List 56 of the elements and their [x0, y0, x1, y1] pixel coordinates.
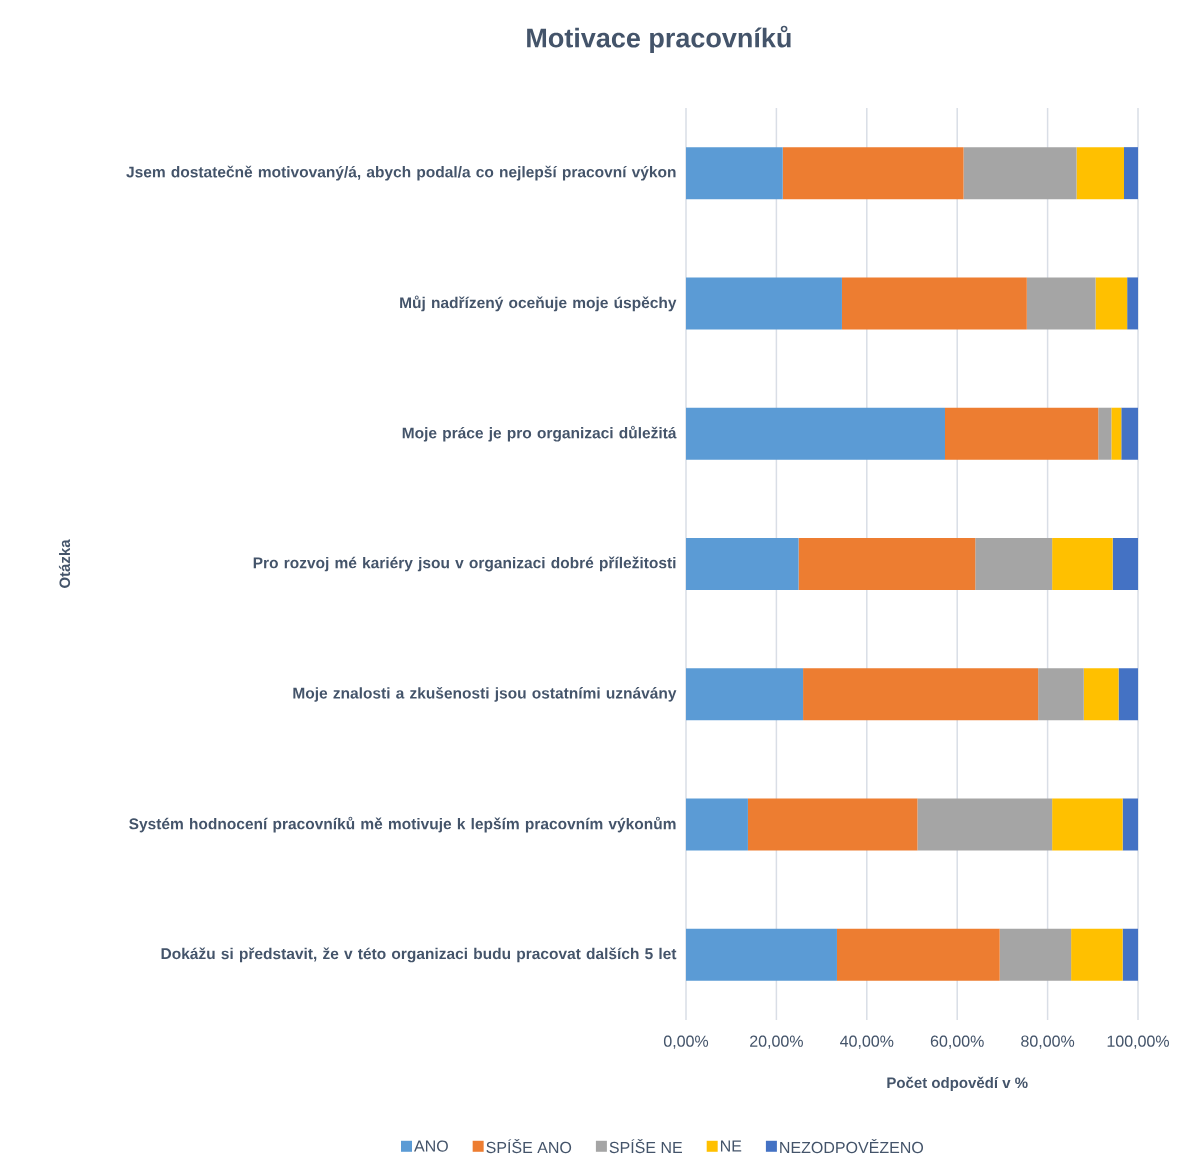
x-tick-label: 0,00% [663, 1035, 709, 1049]
bar [803, 668, 1039, 721]
bar [686, 798, 748, 851]
y-axis-title: Otázka [58, 539, 71, 588]
bar [1122, 798, 1139, 851]
legend-label: SPÍŠE NE [609, 1139, 682, 1154]
legend-label: NEZODPOVĚZENO [780, 1139, 924, 1154]
bar [841, 277, 1027, 330]
bar [999, 928, 1072, 981]
legend-label: SPÍŠE ANO [486, 1139, 572, 1154]
bar [1118, 668, 1139, 721]
chart-title: Motivace pracovníků [527, 25, 791, 53]
bar [686, 277, 842, 330]
bar [1112, 538, 1139, 590]
bar [782, 147, 964, 200]
bar [1052, 538, 1113, 590]
bar [1098, 407, 1112, 460]
bar [975, 538, 1053, 590]
y-tick-label: Moje znalosti a zkušenosti jsou ostatními uznávány [293, 686, 677, 702]
bar [1076, 147, 1124, 200]
bar [1071, 928, 1123, 981]
x-axis-title: Počet odpovědí v % [887, 1076, 1028, 1092]
bar [963, 147, 1077, 200]
bar [747, 798, 918, 851]
bar [917, 798, 1053, 851]
x-tick-label: 60,00% [930, 1035, 984, 1049]
y-tick-label: Jsem dostatečně motivovaný/á, abych podal/a co nejlepší pracovní výkon [126, 165, 676, 181]
bar [1121, 407, 1139, 460]
x-tick-label: 80,00% [1021, 1035, 1075, 1049]
bar [686, 668, 804, 721]
y-tick-label: Moje práce je pro organizaci důležitá [402, 425, 677, 442]
bar [1123, 147, 1139, 200]
y-tick-label: Systém hodnocení pracovníků mě motivuje k lepším pracovním výkonům [129, 816, 676, 833]
x-tick-label: 100,00% [1107, 1035, 1170, 1049]
bar [686, 928, 837, 981]
bar [686, 147, 783, 200]
bar [945, 407, 1099, 460]
bar [1122, 928, 1139, 981]
bar [798, 538, 976, 590]
bar [1095, 277, 1128, 330]
y-tick-label: Dokážu si představit, že v této organizaci budu pracovat dalších 5 let [161, 947, 677, 963]
y-tick-label: Můj nadřízený oceňuje moje úspěchy [400, 295, 677, 312]
bar [836, 928, 1000, 981]
bar [1127, 277, 1139, 330]
bar [1026, 277, 1096, 330]
legend-label: ANO [414, 1140, 448, 1152]
bar [686, 407, 945, 460]
bar [1083, 668, 1119, 721]
x-tick-label: 40,00% [840, 1035, 894, 1049]
bar [1111, 407, 1122, 460]
y-tick-label: Pro rozvoj mé kariéry jsou v organizaci dobré příležitosti [253, 556, 676, 572]
bar [686, 538, 799, 590]
bar [1052, 798, 1123, 851]
bar [1038, 668, 1084, 721]
x-tick-label: 20,00% [750, 1035, 803, 1049]
legend-label: NE [720, 1140, 742, 1152]
